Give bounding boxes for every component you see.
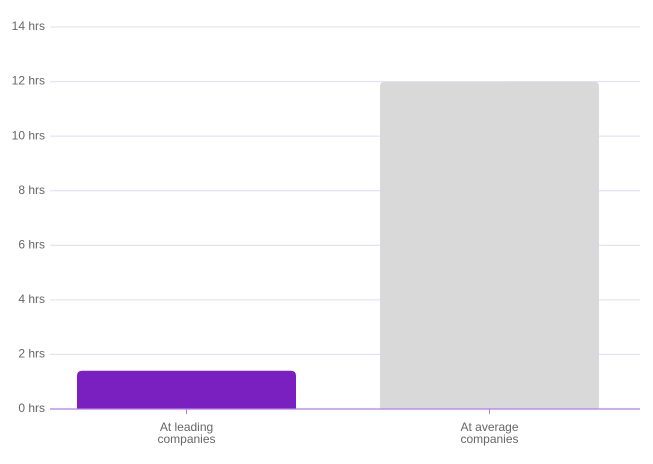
x-tick-label: At leading companies [157,420,216,446]
x-tick-label: At average companies [460,420,519,446]
y-tick-label: 12 hrs [12,74,45,88]
y-tick-label: 4 hrs [18,292,45,306]
y-tick-label: 6 hrs [18,237,45,251]
y-tick-label: 0 hrs [18,401,45,415]
y-tick-label: 8 hrs [18,183,45,197]
y-tick-label: 10 hrs [12,128,45,142]
bar [380,81,599,410]
y-tick-label: 14 hrs [12,19,45,33]
y-tick-label: 2 hrs [18,347,45,361]
bar [77,370,296,409]
